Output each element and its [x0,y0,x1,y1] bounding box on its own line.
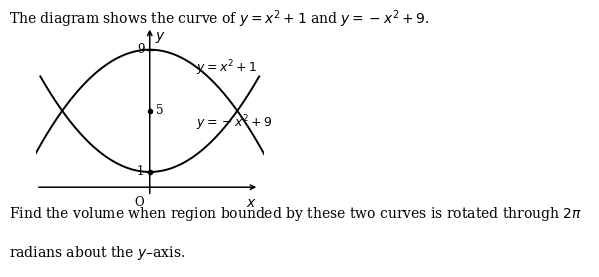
Text: 5: 5 [156,104,164,117]
Text: radians about the $y$–axis.: radians about the $y$–axis. [9,244,185,262]
Text: O: O [135,196,144,209]
Text: Find the volume when region bounded by these two curves is rotated through $2\pi: Find the volume when region bounded by t… [9,205,582,223]
Text: The diagram shows the curve of $y=x^2+1$ and $y=-x^2+9$.: The diagram shows the curve of $y=x^2+1$… [9,8,429,30]
Text: $y=x^2+1$: $y=x^2+1$ [196,58,257,78]
Text: 9: 9 [137,43,144,56]
Text: $y=-x^2+9$: $y=-x^2+9$ [196,113,273,133]
Text: 1: 1 [137,165,144,178]
Text: $x$: $x$ [246,196,257,211]
Text: $y$: $y$ [155,30,166,45]
